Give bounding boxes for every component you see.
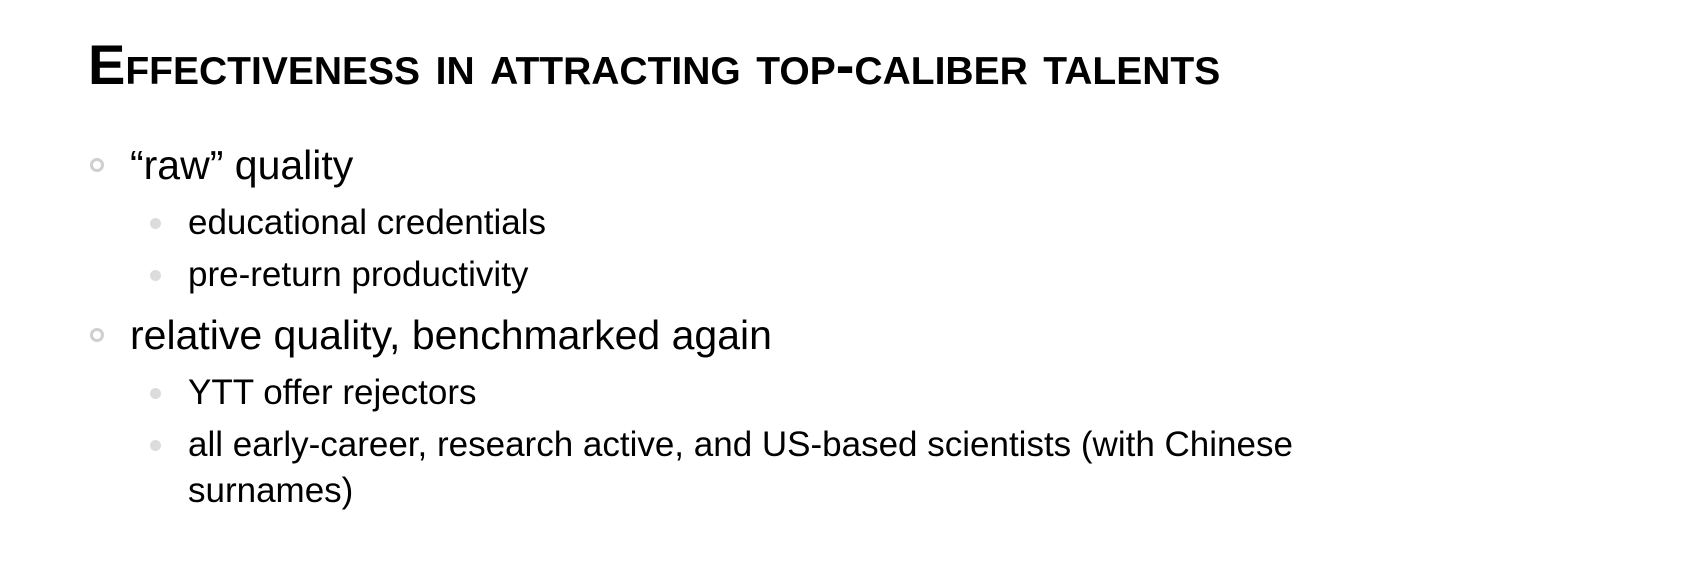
hollow-circle-bullet-icon [90,158,104,172]
sub-bullet-text: educational credentials [188,203,547,242]
slide-title: Effectiveness in attracting top-caliber … [88,33,1221,96]
dot-bullet-icon [150,218,161,229]
dot-bullet-icon [150,388,161,399]
bullet-item-raw-quality: “raw” quality [88,136,1588,194]
sub-bullet-item: all early-career, research active, and U… [88,422,1368,514]
sub-bullet-text: all early-career, research active, and U… [188,425,1293,510]
bullet-list: “raw” quality educational credentials pr… [88,136,1588,514]
sub-bullet-item: educational credentials [88,200,1588,246]
bullet-text: relative quality, benchmarked again [130,312,772,358]
sub-bullet-item: YTT offer rejectors [88,370,1588,416]
bullet-item-relative-quality: relative quality, benchmarked again [88,306,1588,364]
sub-bullet-text: YTT offer rejectors [188,373,477,412]
hollow-circle-bullet-icon [90,328,104,342]
sub-bullet-item: pre-return productivity [88,252,1588,298]
dot-bullet-icon [150,270,161,281]
dot-bullet-icon [150,440,161,451]
sub-bullet-text: pre-return productivity [188,255,529,294]
bullet-text: “raw” quality [130,142,354,188]
